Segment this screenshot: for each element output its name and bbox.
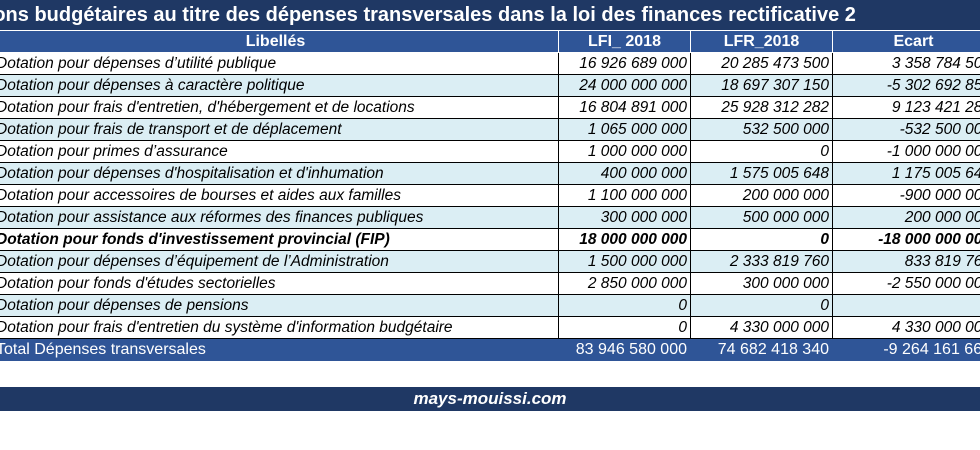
row-ecart: -532 500 000 — [832, 118, 980, 141]
row-lfr: 0 — [690, 294, 833, 317]
row-lfr: 0 — [690, 140, 833, 163]
row-lfi: 16 926 689 000 — [558, 52, 691, 75]
row-lfi: 18 000 000 000 — [558, 228, 691, 251]
row-lfr: 20 285 473 500 — [690, 52, 833, 75]
row-lfr: 500 000 000 — [690, 206, 833, 229]
table-row: Dotation pour accessoires de bourses et … — [0, 184, 980, 207]
table-row: Dotation pour dépenses d’équipement de l… — [0, 250, 980, 273]
row-label: Dotation pour assistance aux réformes de… — [0, 206, 559, 229]
row-lfi: 0 — [558, 316, 691, 339]
row-label: Dotation pour dépenses d'hospitalisation… — [0, 162, 559, 185]
table-row: Dotation pour dépenses d'hospitalisation… — [0, 162, 980, 185]
row-lfi: 1 500 000 000 — [558, 250, 691, 273]
row-lfr: 2 333 819 760 — [690, 250, 833, 273]
row-lfr: 200 000 000 — [690, 184, 833, 207]
row-label: Dotation pour fonds d'investissement pro… — [0, 228, 559, 251]
table-row: Dotation pour assistance aux réformes de… — [0, 206, 980, 229]
table-row: Dotation pour fonds d'investissement pro… — [0, 228, 980, 251]
row-ecart: 1 175 005 648 — [832, 162, 980, 185]
row-label: Dotation pour frais d'entretien, d'héber… — [0, 96, 559, 119]
row-ecart: 833 819 760 — [832, 250, 980, 273]
row-ecart: 4 330 000 000 — [832, 316, 980, 339]
header-libelles: Libellés — [0, 30, 559, 53]
row-label: Dotation pour dépenses de pensions — [0, 294, 559, 317]
row-label: Dotation pour dépenses à caractère polit… — [0, 74, 559, 97]
row-label: Dotation pour primes d’assurance — [0, 140, 559, 163]
table-row: Dotation pour frais d'entretien du systè… — [0, 316, 980, 339]
total-label: Total Dépenses transversales — [0, 338, 559, 361]
table-title: ations budgétaires au titre des dépenses… — [0, 4, 856, 26]
total-lfr: 74 682 418 340 — [690, 338, 833, 361]
row-lfi: 400 000 000 — [558, 162, 691, 185]
row-lfi: 1 065 000 000 — [558, 118, 691, 141]
row-lfr: 0 — [690, 228, 833, 251]
row-lfi: 16 804 891 000 — [558, 96, 691, 119]
row-lfr: 532 500 000 — [690, 118, 833, 141]
table-title-bar: ations budgétaires au titre des dépenses… — [0, 0, 980, 30]
row-ecart: -18 000 000 000 — [832, 228, 980, 251]
table-row: Dotation pour primes d’assurance 1 000 0… — [0, 140, 980, 163]
source-footer: mays-mouissi.com — [0, 387, 980, 411]
table-row: Dotation pour dépenses de pensions 0 0 0 — [0, 294, 980, 317]
table-row: Dotation pour frais d'entretien, d'héber… — [0, 96, 980, 119]
header-ecart: Ecart — [832, 30, 980, 53]
table-row: Dotation pour fonds d'études sectorielle… — [0, 272, 980, 295]
row-lfi: 1 000 000 000 — [558, 140, 691, 163]
row-lfr: 300 000 000 — [690, 272, 833, 295]
row-ecart: -2 550 000 000 — [832, 272, 980, 295]
table-row: Dotation pour frais de transport et de d… — [0, 118, 980, 141]
row-label: Dotation pour accessoires de bourses et … — [0, 184, 559, 207]
row-ecart: 9 123 421 282 — [832, 96, 980, 119]
header-row: Libellés LFI_ 2018 LFR_2018 Ecart — [0, 30, 980, 53]
row-lfi: 24 000 000 000 — [558, 74, 691, 97]
table-row: Dotation pour dépenses à caractère polit… — [0, 74, 980, 97]
row-lfr: 18 697 307 150 — [690, 74, 833, 97]
row-label: Dotation pour dépenses d’utilité publiqu… — [0, 52, 559, 75]
row-lfr: 4 330 000 000 — [690, 316, 833, 339]
header-lfr-2018: LFR_2018 — [690, 30, 833, 53]
row-ecart: 0 — [832, 294, 980, 317]
budget-table: Libellés LFI_ 2018 LFR_2018 Ecart Dotati… — [0, 30, 980, 361]
row-lfr: 25 928 312 282 — [690, 96, 833, 119]
row-lfr: 1 575 005 648 — [690, 162, 833, 185]
row-lfi: 2 850 000 000 — [558, 272, 691, 295]
row-ecart: 200 000 000 — [832, 206, 980, 229]
row-lfi: 300 000 000 — [558, 206, 691, 229]
row-label: Dotation pour frais de transport et de d… — [0, 118, 559, 141]
row-lfi: 1 100 000 000 — [558, 184, 691, 207]
row-ecart: -5 302 692 850 — [832, 74, 980, 97]
row-ecart: -900 000 000 — [832, 184, 980, 207]
total-ecart: -9 264 161 660 — [832, 338, 980, 361]
total-lfi: 83 946 580 000 — [558, 338, 691, 361]
total-row: Total Dépenses transversales 83 946 580 … — [0, 338, 980, 361]
table-row: Dotation pour dépenses d’utilité publiqu… — [0, 52, 980, 75]
row-label: Dotation pour dépenses d’équipement de l… — [0, 250, 559, 273]
row-label: Dotation pour fonds d'études sectorielle… — [0, 272, 559, 295]
row-ecart: 3 358 784 500 — [832, 52, 980, 75]
row-ecart: -1 000 000 000 — [832, 140, 980, 163]
row-label: Dotation pour frais d'entretien du systè… — [0, 316, 559, 339]
row-lfi: 0 — [558, 294, 691, 317]
header-lfi-2018: LFI_ 2018 — [558, 30, 691, 53]
